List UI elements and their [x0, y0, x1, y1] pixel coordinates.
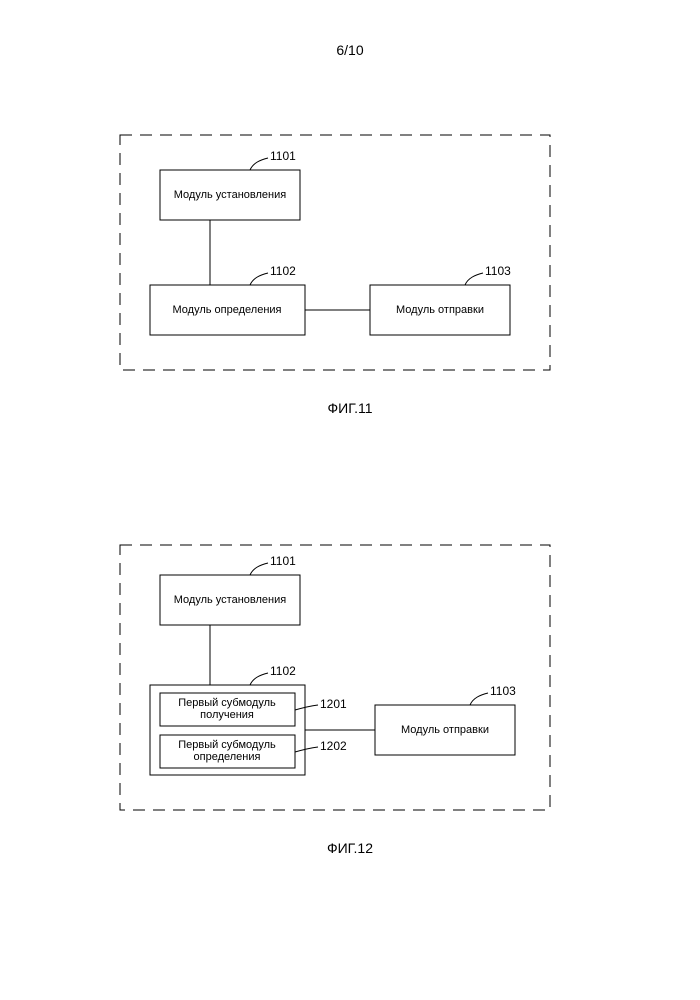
lead-1103-b	[470, 693, 488, 705]
page: 6/10 Модуль установления 1101 Модуль опр…	[0, 0, 700, 1000]
num-1202: 1202	[320, 739, 347, 753]
num-1101-b: 1101	[270, 554, 296, 568]
node-1101-b-label: Модуль установления	[174, 594, 286, 606]
node-1103-b-label: Модуль отправки	[401, 724, 489, 736]
lead-1102-b	[250, 673, 268, 685]
node-1201-label-1: Первый субмодуль	[178, 697, 276, 709]
num-1103-b: 1103	[490, 684, 516, 698]
num-1201: 1201	[320, 697, 347, 711]
node-1202-label-1: Первый субмодуль	[178, 739, 276, 751]
fig12-caption: ФИГ.12	[0, 840, 700, 856]
num-1102-b: 1102	[270, 664, 296, 678]
lead-1101-b	[250, 563, 268, 575]
node-1201-label-2: получения	[200, 709, 254, 721]
node-1202-label-2: определения	[194, 751, 261, 763]
